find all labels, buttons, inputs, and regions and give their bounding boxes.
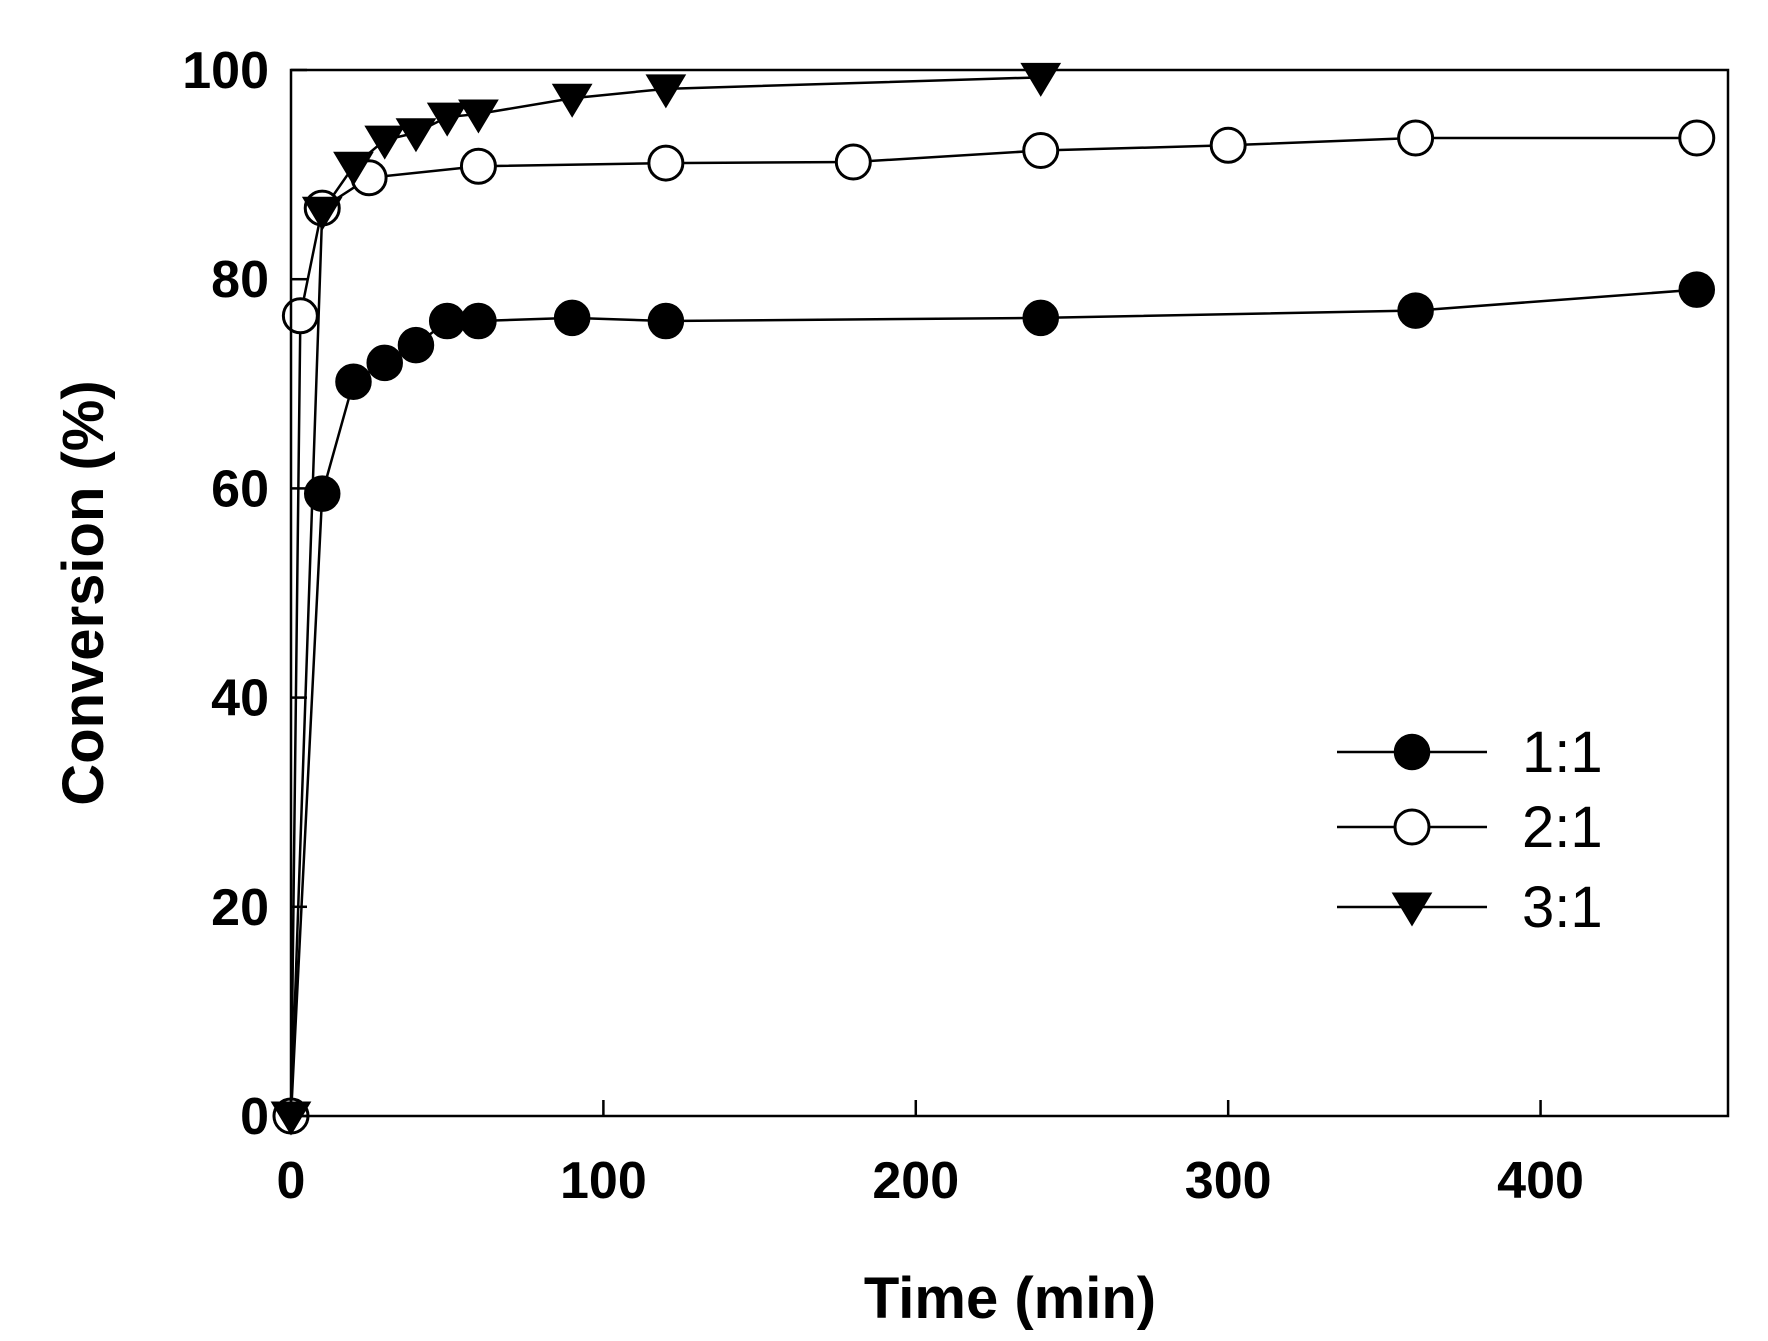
x-tick-label: 300 bbox=[1185, 1152, 1272, 1210]
x-axis-title: Time (min) bbox=[864, 1266, 1156, 1331]
data-point-2-1 bbox=[281, 297, 319, 335]
data-point-1-1 bbox=[366, 344, 403, 382]
legend-marker-3-1 bbox=[1391, 892, 1433, 927]
series-layer bbox=[270, 62, 1716, 1136]
y-tick-label: 100 bbox=[182, 42, 269, 100]
data-point-2-1 bbox=[1022, 132, 1060, 170]
data-point-1-1 bbox=[1397, 292, 1434, 329]
markers-3-1 bbox=[270, 62, 1062, 1136]
legend-entry-1-1: 1:1 bbox=[1337, 720, 1603, 785]
data-point-1-1 bbox=[647, 302, 685, 340]
legend-label-2-1: 2:1 bbox=[1522, 795, 1603, 860]
x-tick-label: 400 bbox=[1497, 1152, 1584, 1210]
legend-marker-2-1 bbox=[1393, 808, 1431, 846]
data-point-3-1 bbox=[333, 151, 374, 186]
x-tick-label: 100 bbox=[560, 1152, 647, 1210]
data-point-3-1 bbox=[458, 99, 499, 134]
data-point-2-1 bbox=[1678, 119, 1716, 157]
axes-layer: 0 20 40 60 80 100 0 100 200 300 400 bbox=[182, 42, 1584, 1210]
data-point-3-1 bbox=[426, 102, 468, 137]
legend-label-3-1: 3:1 bbox=[1522, 875, 1603, 940]
data-point-1-1 bbox=[303, 475, 341, 512]
y-tick-label: 0 bbox=[240, 1088, 269, 1146]
data-point-2-1 bbox=[834, 143, 872, 181]
data-point-1-1 bbox=[460, 302, 497, 340]
data-point-2-1 bbox=[1397, 119, 1435, 157]
legend: 1:1 2:1 3:1 bbox=[1337, 720, 1603, 940]
data-point-1-1 bbox=[1678, 271, 1716, 308]
data-point-1-1 bbox=[428, 302, 466, 340]
y-tick-label: 80 bbox=[211, 251, 269, 309]
markers-2-1 bbox=[272, 119, 1716, 1135]
data-point-3-1 bbox=[301, 196, 343, 231]
legend-entry-3-1: 3:1 bbox=[1337, 875, 1603, 940]
data-point-3-1 bbox=[645, 74, 687, 109]
y-tick-label: 60 bbox=[211, 460, 269, 518]
data-point-3-1 bbox=[395, 118, 437, 153]
data-point-3-1 bbox=[1020, 62, 1062, 97]
legend-label-1-1: 1:1 bbox=[1522, 720, 1603, 785]
legend-entry-2-1: 2:1 bbox=[1337, 795, 1603, 860]
legend-marker-1-1 bbox=[1393, 733, 1431, 771]
data-point-2-1 bbox=[1209, 126, 1247, 164]
data-point-1-1 bbox=[553, 299, 591, 337]
data-point-1-1 bbox=[397, 326, 435, 364]
x-tick-label: 200 bbox=[872, 1152, 959, 1210]
y-tick-label: 20 bbox=[211, 879, 269, 937]
x-tick-label: 0 bbox=[277, 1152, 306, 1210]
y-tick-label: 40 bbox=[211, 670, 269, 728]
data-point-2-1 bbox=[459, 147, 497, 185]
data-point-3-1 bbox=[364, 125, 406, 160]
data-point-1-1 bbox=[1022, 299, 1059, 337]
plot-frame bbox=[289, 68, 1730, 1118]
data-point-3-1 bbox=[551, 83, 593, 118]
y-axis-title: Conversion (%) bbox=[51, 380, 116, 805]
markers-1-1 bbox=[272, 271, 1716, 1135]
data-point-1-1 bbox=[335, 363, 372, 400]
data-point-2-1 bbox=[647, 144, 685, 182]
